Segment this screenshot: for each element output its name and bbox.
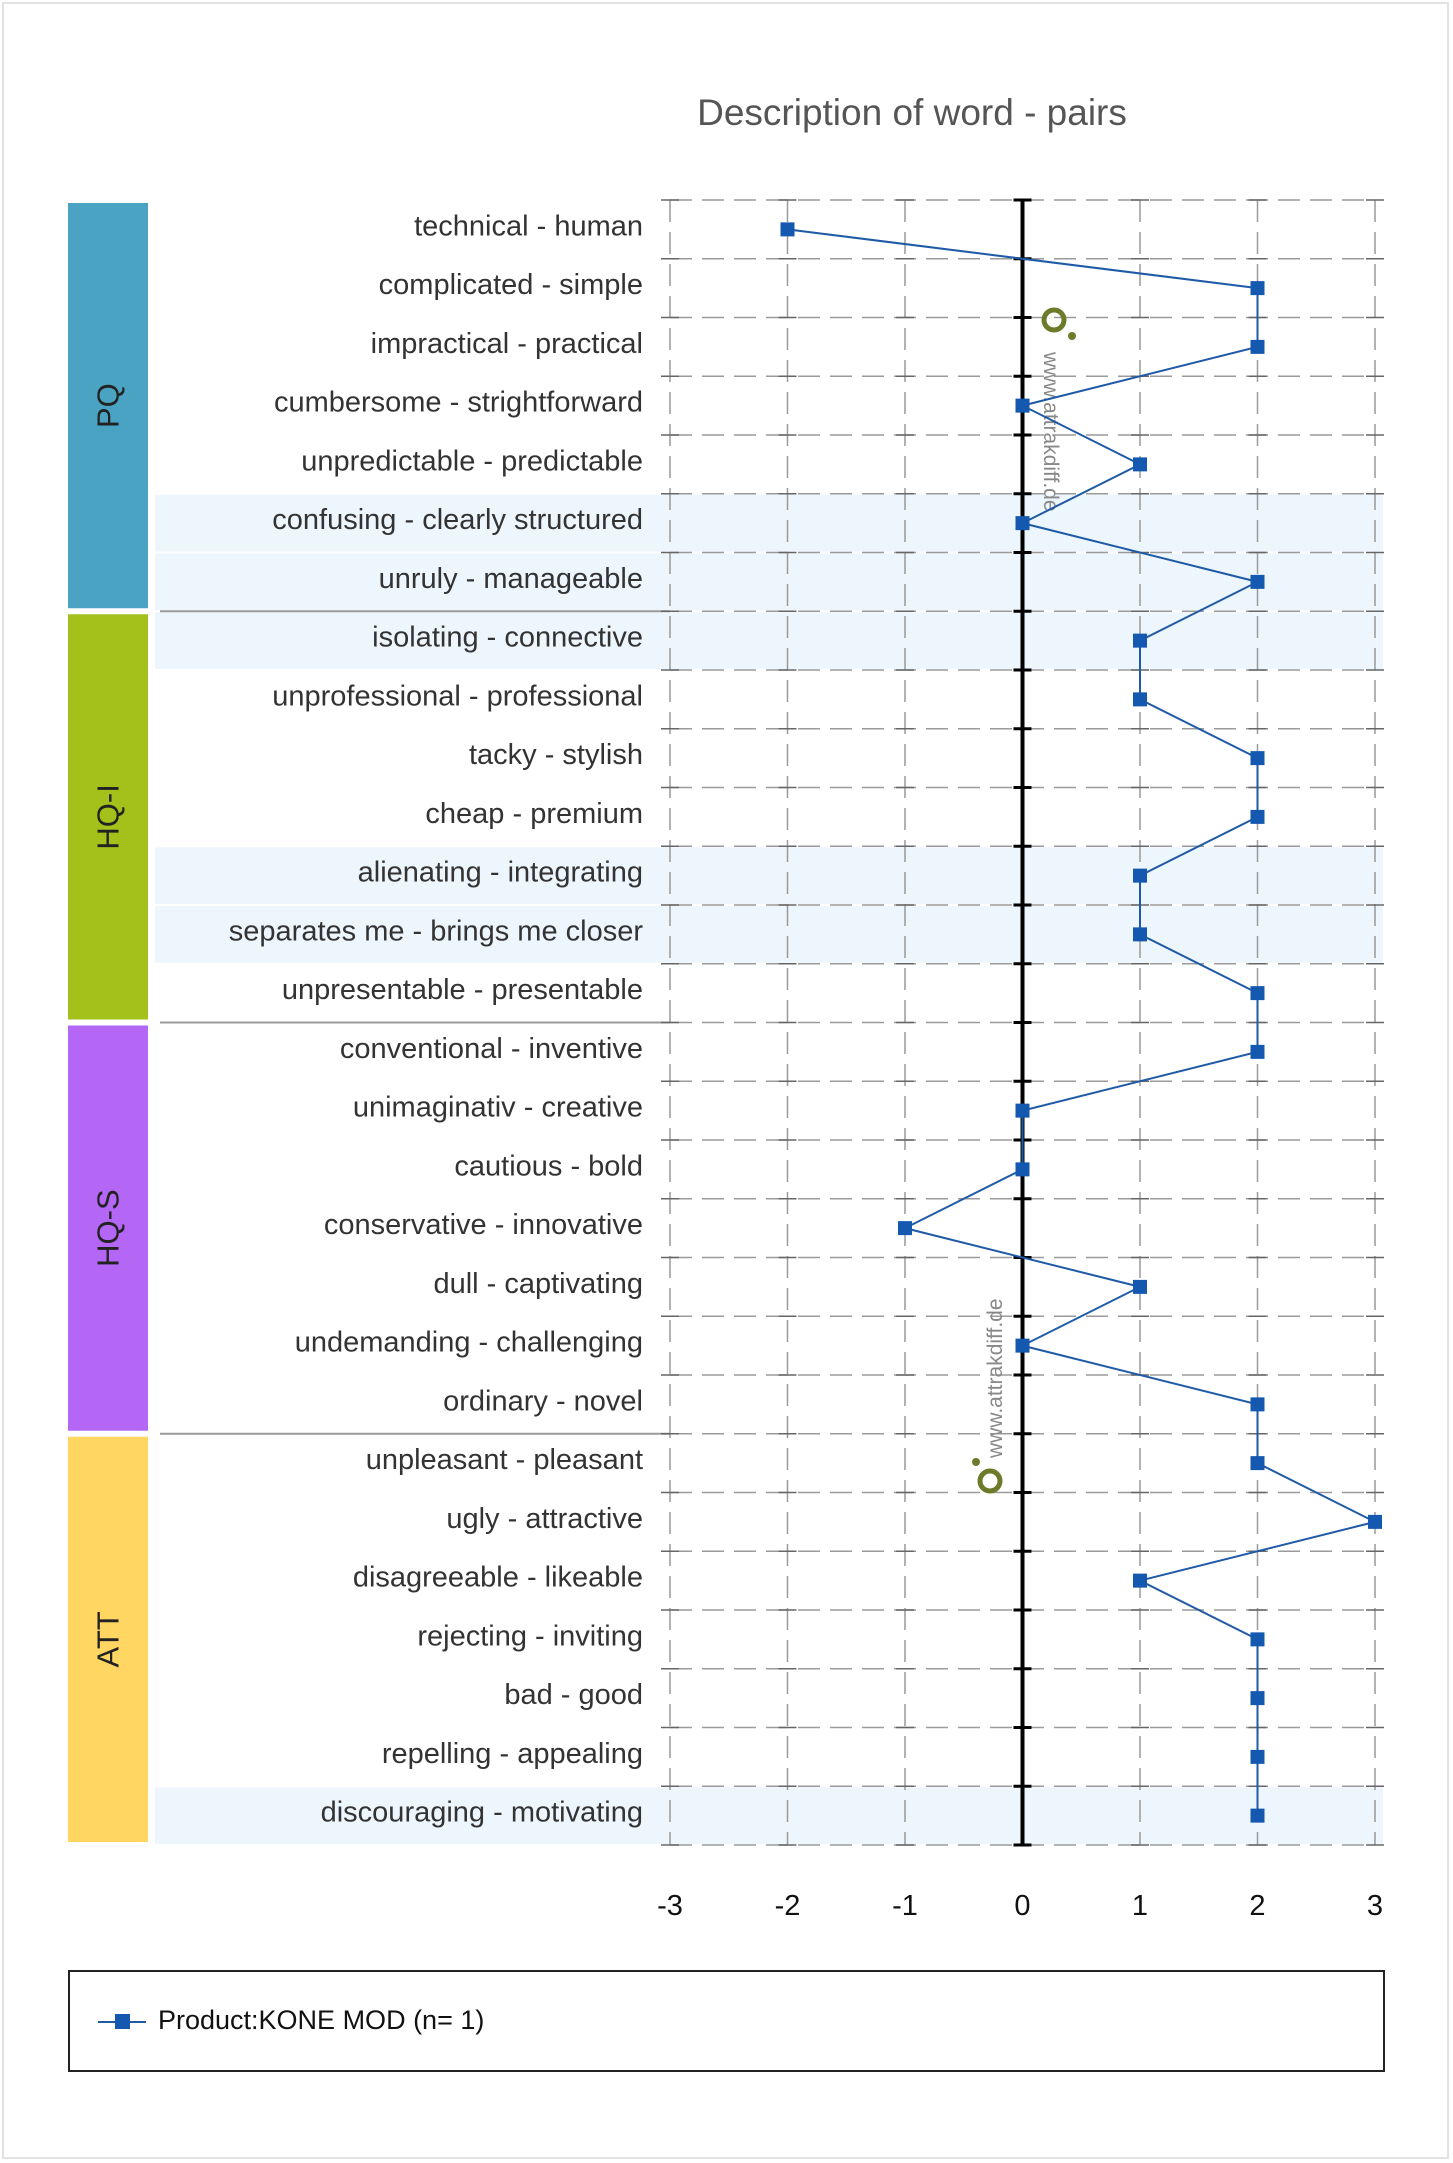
data-point xyxy=(1133,1279,1147,1294)
group-label-hq-s: HQ-S xyxy=(91,1189,126,1267)
x-tick-label: -2 xyxy=(775,1890,801,1922)
row-label: rejecting - inviting xyxy=(417,1620,643,1652)
data-point xyxy=(1133,1573,1147,1588)
row-label: repelling - appealing xyxy=(382,1738,643,1770)
data-point xyxy=(1015,1103,1030,1118)
data-point xyxy=(1250,809,1265,824)
group-label-pq: PQ xyxy=(91,383,126,428)
highlight-band xyxy=(155,612,1383,669)
row-label: cheap - premium xyxy=(425,798,643,830)
row-label: conventional - inventive xyxy=(340,1033,643,1065)
data-point xyxy=(1250,1691,1265,1706)
row-label: tacky - stylish xyxy=(469,739,643,771)
group-bar-hq-s xyxy=(68,1025,148,1431)
data-point xyxy=(1133,692,1147,707)
group-bar-att xyxy=(68,1436,148,1842)
row-label: cautious - bold xyxy=(454,1150,643,1182)
row-label: unimaginativ - creative xyxy=(353,1092,643,1124)
data-point xyxy=(1133,457,1147,472)
row-label: ugly - attractive xyxy=(446,1503,643,1535)
watermark-logo-icon xyxy=(977,1468,1003,1494)
series-line xyxy=(787,228,1378,1816)
group-separators xyxy=(160,610,670,1435)
chart-title: Description of word - pairs xyxy=(697,92,1127,133)
row-label: impractical - practical xyxy=(371,328,643,360)
row-label: alienating - integrating xyxy=(358,857,643,889)
data-point xyxy=(1250,986,1265,1001)
data-point xyxy=(1015,1162,1030,1177)
row-label: unruly - manageable xyxy=(379,563,643,595)
data-point xyxy=(1250,1749,1265,1764)
watermark-text-bottom: www.attrakdiff.de xyxy=(984,1298,1007,1459)
row-label: technical - human xyxy=(414,210,643,242)
data-point xyxy=(1250,339,1265,354)
row-label: unpredictable - predictable xyxy=(301,445,643,477)
row-label: complicated - simple xyxy=(379,269,643,301)
highlight-band xyxy=(155,847,1383,904)
data-point xyxy=(1250,1632,1265,1647)
group-label-att: ATT xyxy=(91,1611,126,1667)
x-tick-label: -1 xyxy=(892,1890,918,1922)
row-label: bad - good xyxy=(504,1679,643,1711)
row-label: unprofessional - professional xyxy=(272,680,643,712)
data-point xyxy=(1250,1456,1265,1471)
data-point xyxy=(1015,516,1030,531)
data-point xyxy=(1368,1514,1382,1529)
row-label: separates me - brings me closer xyxy=(229,915,644,947)
data-point xyxy=(1250,281,1265,296)
row-label: disagreeable - likeable xyxy=(353,1562,643,1594)
row-label: cumbersome - strightforward xyxy=(274,387,643,419)
highlight-band xyxy=(155,1787,1383,1844)
data-point xyxy=(1250,1044,1265,1059)
row-labels: technical - human complicated - simple imp… xyxy=(229,210,644,1828)
highlight-band xyxy=(155,494,1383,552)
group-bar-pq xyxy=(68,203,148,609)
x-tick-label: 0 xyxy=(1014,1890,1030,1922)
data-point xyxy=(1015,1338,1030,1353)
row-label: ordinary - novel xyxy=(443,1385,643,1417)
row-label: confusing - clearly structured xyxy=(272,504,643,536)
x-tick-label: -3 xyxy=(657,1890,683,1922)
row-label: conservative - innovative xyxy=(324,1209,643,1241)
x-tick-labels: -3 -2 -1 0 1 2 3 xyxy=(657,1890,1383,1922)
legend: Product:KONE MOD (n= 1) xyxy=(68,1970,1385,2072)
data-point xyxy=(898,1221,912,1236)
watermarks: www.attrakdiff.de www.attrakdiff.de xyxy=(972,307,1076,1494)
data-point xyxy=(1133,868,1147,883)
data-point xyxy=(1250,1397,1265,1412)
watermark-logo-icon xyxy=(1041,307,1067,333)
row-label: unpleasant - pleasant xyxy=(366,1444,643,1476)
data-point xyxy=(1250,751,1265,766)
group-label-hq-i: HQ-I xyxy=(91,784,126,849)
legend-series-label: Product:KONE MOD (n= 1) xyxy=(158,2005,485,2035)
group-bars: PQ HQ-I HQ-S ATT xyxy=(68,203,148,1842)
x-tick-label: 1 xyxy=(1132,1890,1148,1922)
grid-lines xyxy=(661,198,1384,1847)
legend-series-marker xyxy=(98,2014,146,2029)
row-label: dull - captivating xyxy=(433,1268,643,1300)
watermark-dot-icon xyxy=(972,1458,980,1466)
data-point xyxy=(780,222,795,237)
group-bar-hq-i xyxy=(68,614,148,1020)
highlight-band xyxy=(155,553,1383,611)
row-label: isolating - connective xyxy=(372,622,643,654)
x-tick-label: 3 xyxy=(1367,1890,1383,1922)
row-label: unpresentable - presentable xyxy=(282,974,643,1006)
data-point xyxy=(1250,574,1265,589)
data-point xyxy=(1015,398,1030,413)
data-point xyxy=(1133,633,1147,648)
data-point xyxy=(1133,927,1147,942)
data-point xyxy=(1250,1808,1265,1823)
watermark-dot-icon xyxy=(1068,332,1076,340)
row-label: undemanding - challenging xyxy=(295,1327,643,1359)
watermark-text-top: www.attrakdiff.de xyxy=(1039,351,1062,512)
series-product xyxy=(780,222,1382,1823)
row-label: discouraging - motivating xyxy=(321,1797,643,1829)
x-tick-label: 2 xyxy=(1249,1890,1265,1922)
